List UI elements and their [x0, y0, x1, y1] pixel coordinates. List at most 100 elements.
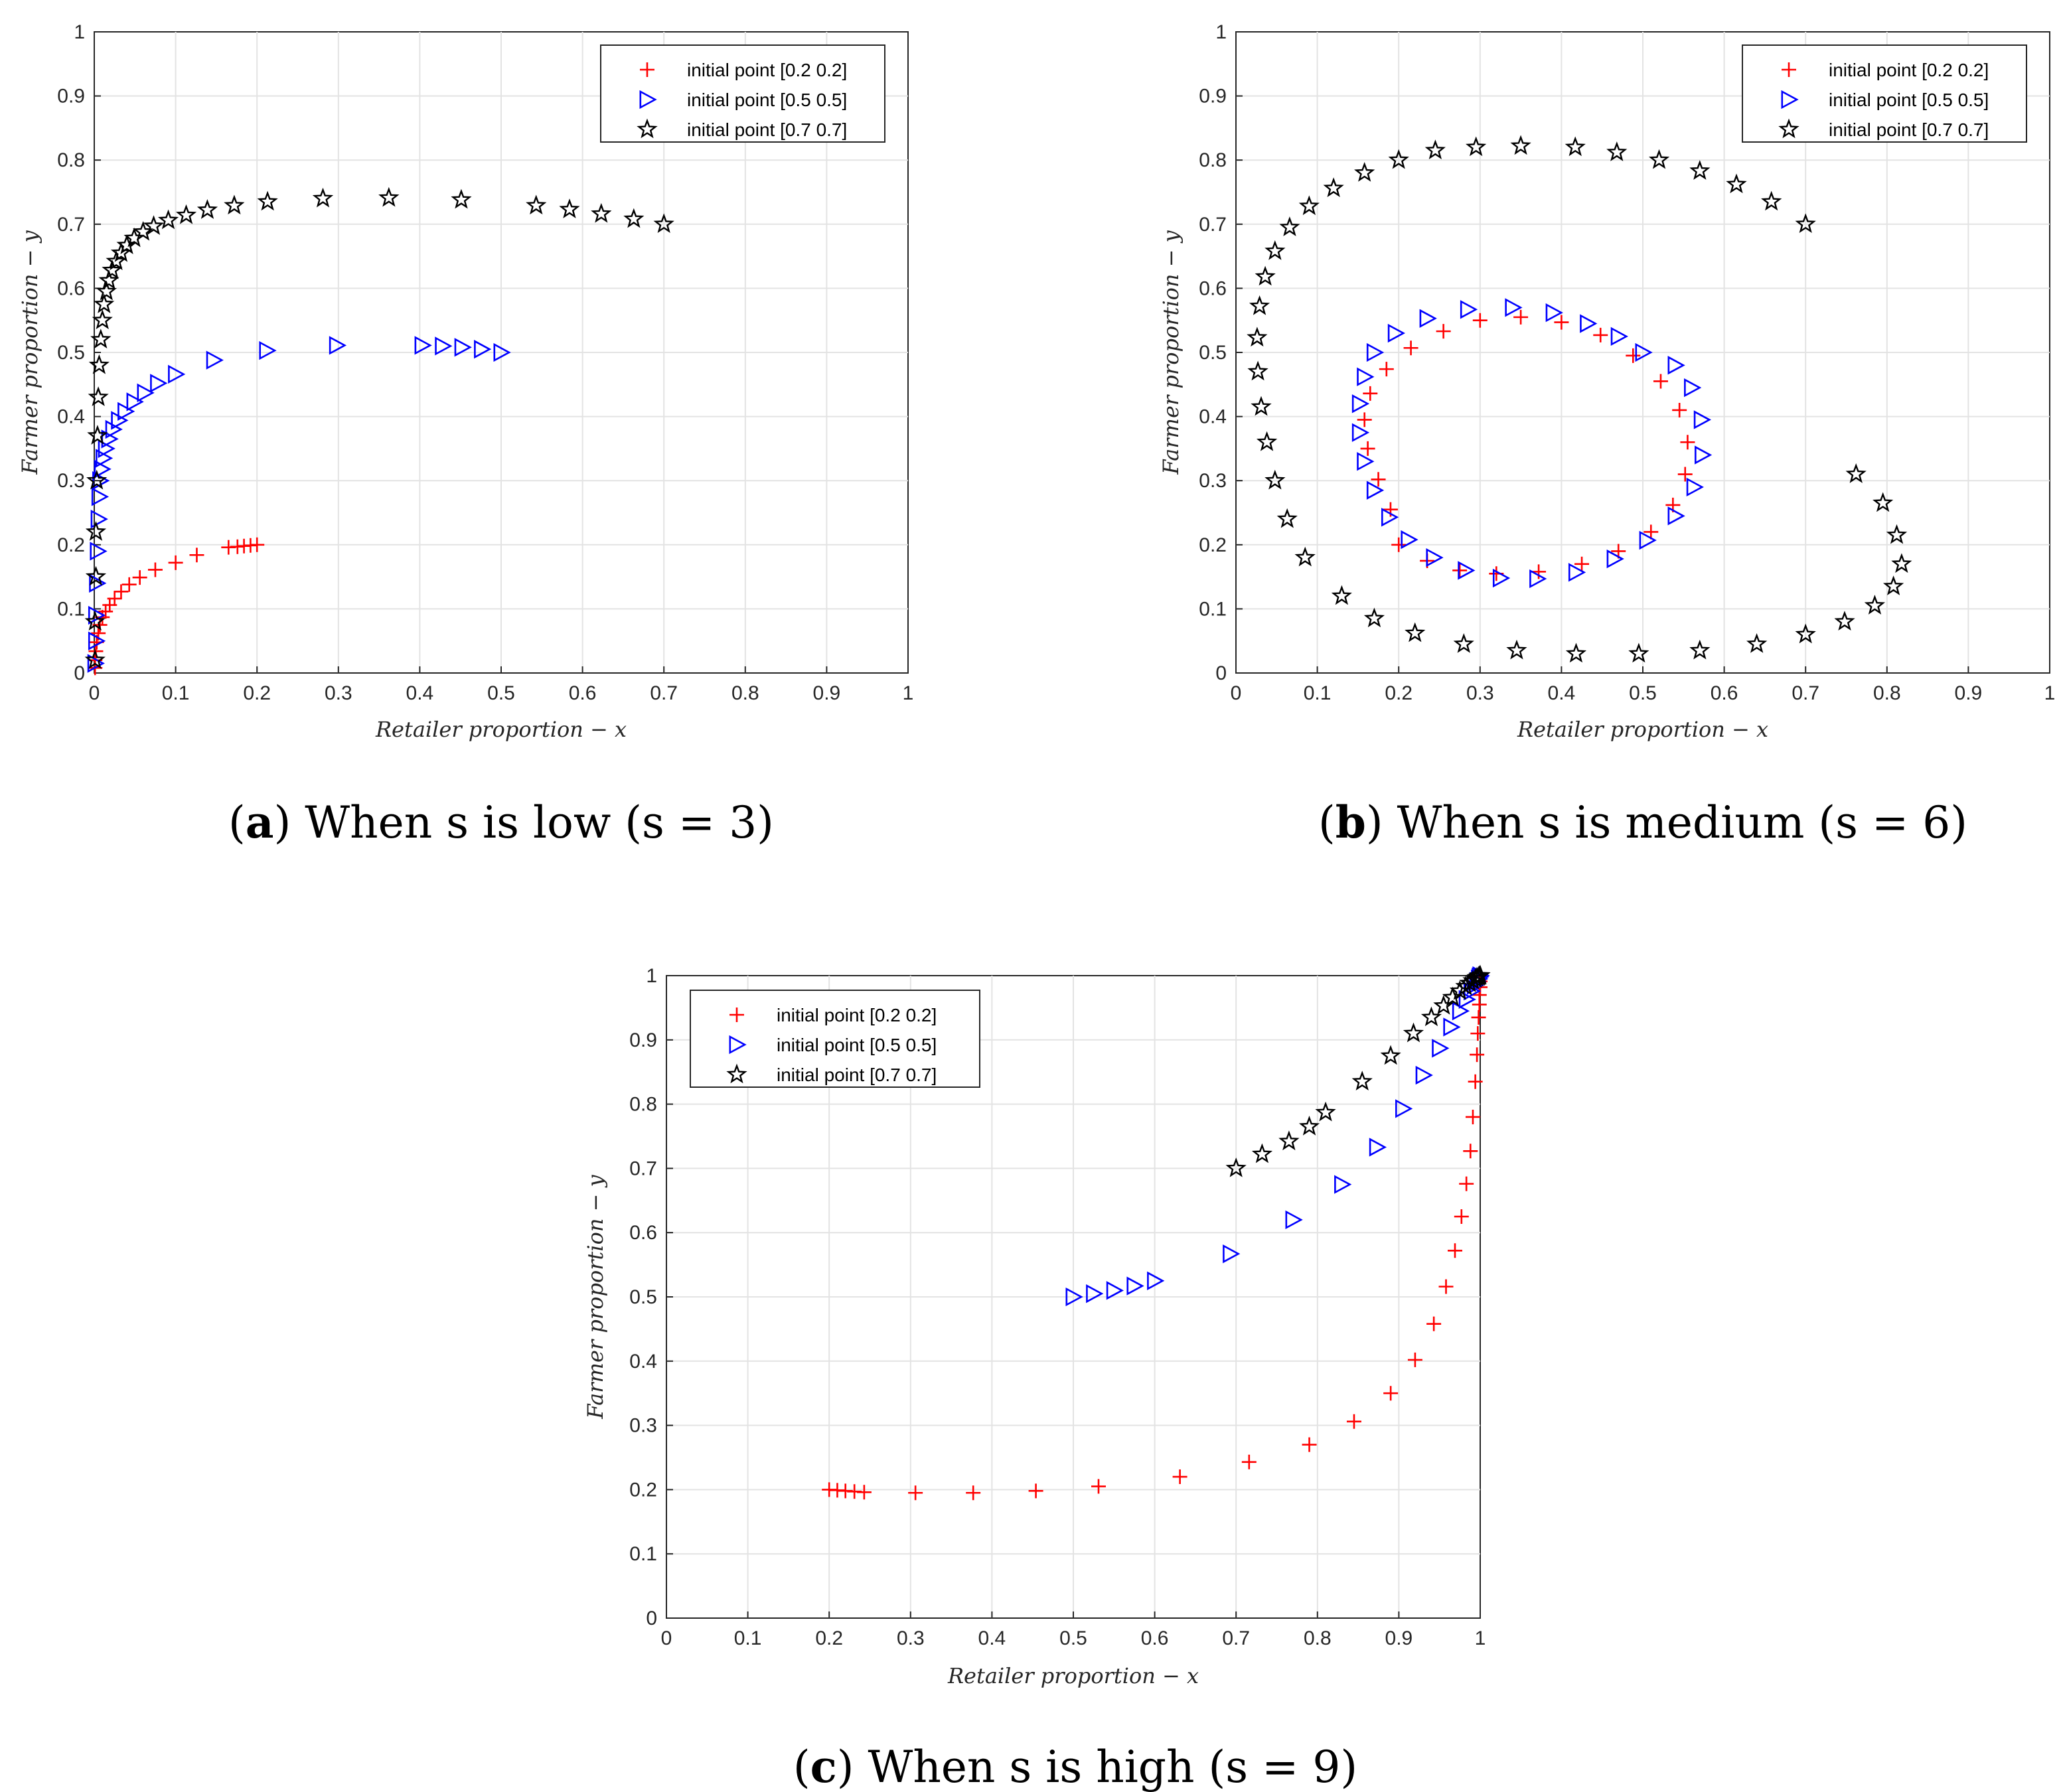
data-point-b-s2 — [1746, 633, 1768, 653]
y-tick-label-a: 0.4 — [57, 406, 85, 428]
x-tick-label-b: 0.6 — [1711, 682, 1738, 704]
x-tick-label-c: 0.5 — [1059, 1627, 1087, 1649]
x-tick-label-a: 0.3 — [325, 682, 352, 704]
data-point-b-s0 — [1513, 309, 1529, 325]
data-point-a-s2 — [175, 204, 197, 224]
y-tick-label-b: 0.5 — [1199, 342, 1227, 364]
data-point-c-s0 — [966, 1485, 981, 1501]
data-point-a-s2 — [86, 469, 108, 490]
panel-c: 0 0.1 0.2 0.3 0.4 0.5 0.6 0.7 0.8 0.9 1 0 0.1 0.2 0.3 0… — [583, 964, 1491, 1792]
data-point-b-s2 — [1466, 136, 1487, 157]
data-point-a-s1 — [95, 449, 114, 468]
data-point-a-s1 — [414, 336, 432, 355]
data-point-c-s0 — [1407, 1352, 1422, 1367]
x-tick-label-b: 0.9 — [1955, 682, 1983, 704]
legend-marker-b-2 — [1778, 118, 1799, 139]
y-tick-label-a: 0.1 — [57, 598, 85, 620]
data-point-b-s2 — [1689, 160, 1711, 180]
y-tick-label-b: 0.4 — [1199, 406, 1227, 428]
caption-text-b: When s is medium (s = 6) — [1397, 797, 1967, 848]
y-tick-label-b: 0.9 — [1199, 86, 1227, 108]
data-point-b-s0 — [1436, 324, 1451, 339]
x-tick-label-c: 0.9 — [1385, 1627, 1413, 1649]
data-point-b-s1 — [1667, 356, 1685, 375]
data-point-b-s0 — [1593, 327, 1608, 342]
data-point-c-s2 — [1403, 1022, 1424, 1043]
data-point-c-s1 — [1432, 1039, 1450, 1058]
data-point-a-s2 — [143, 215, 165, 235]
data-point-b-s1 — [1529, 569, 1547, 589]
legend-a: initial point [0.2 0.2] initial point [0… — [600, 44, 885, 143]
data-point-b-s1 — [1492, 568, 1511, 588]
data-point-b-s0 — [1653, 374, 1668, 389]
legend-marker-c-2 — [726, 1063, 747, 1084]
legend-marker-b-1 — [1781, 90, 1799, 110]
data-point-c-s0 — [1465, 1109, 1480, 1124]
data-point-c-s1 — [1369, 1138, 1387, 1157]
data-point-b-s2 — [1249, 295, 1270, 315]
data-point-a-s2 — [451, 188, 472, 209]
data-point-b-s1 — [1505, 298, 1523, 317]
data-point-b-s2 — [1264, 240, 1286, 260]
y-tick-label-a: 0.7 — [57, 214, 85, 236]
y-tick-label-a: 0.3 — [57, 470, 85, 492]
data-point-a-s1 — [91, 487, 110, 506]
y-tick-label-c: 0.4 — [629, 1351, 657, 1373]
data-point-b-s1 — [1366, 342, 1385, 362]
data-point-c-s0 — [1463, 1144, 1478, 1159]
data-point-b-s1 — [1639, 530, 1657, 550]
legend-c: initial point [0.2 0.2] initial point [0… — [690, 990, 980, 1088]
legend-marker-a-1 — [639, 90, 657, 110]
data-point-b-s2 — [1510, 135, 1531, 155]
y-tick-label-b: 0.6 — [1199, 277, 1227, 299]
data-point-c-s2 — [1298, 1116, 1320, 1136]
data-point-b-s2 — [1689, 639, 1711, 660]
legend-entry-a-2: initial point [0.7 0.7] — [687, 119, 847, 140]
legend-marker-c-0 — [729, 1008, 744, 1022]
data-point-b-s2 — [1247, 360, 1268, 381]
data-point-a-s1 — [87, 654, 105, 673]
data-point-c-s2 — [1278, 1130, 1300, 1151]
data-point-c-s0 — [1091, 1479, 1107, 1494]
x-tick-label-c: 0.7 — [1222, 1627, 1250, 1649]
caption-c: (c) When s is high (s = 9) — [793, 1741, 1357, 1792]
data-point-b-s2 — [1864, 595, 1886, 615]
x-tick-label-c: 0.8 — [1304, 1627, 1332, 1649]
data-point-c-s0 — [1172, 1469, 1187, 1485]
data-point-a-s1 — [137, 383, 155, 403]
data-point-c-s0 — [1471, 1009, 1486, 1025]
y-tick-label-c: 1 — [646, 965, 657, 987]
data-point-a-s2 — [653, 213, 674, 234]
data-point-b-s1 — [1357, 452, 1375, 471]
data-point-b-s2 — [1761, 190, 1782, 211]
data-point-a-s1 — [90, 509, 108, 529]
data-point-b-s2 — [1565, 136, 1586, 157]
data-point-b-s1 — [1610, 327, 1628, 346]
y-tick-label-b: 0.3 — [1199, 470, 1227, 492]
legend-entry-a-1: initial point [0.5 0.5] — [687, 90, 847, 110]
data-point-a-s1 — [111, 411, 129, 430]
x-tick-label-c: 0.1 — [734, 1627, 762, 1649]
caption-letter-c: c — [810, 1741, 837, 1792]
x-tick-label-b: 0.5 — [1629, 682, 1657, 704]
legend-box-a — [600, 44, 885, 143]
data-point-a-s0 — [189, 548, 204, 563]
data-point-a-s0 — [221, 540, 236, 555]
data-point-b-s2 — [1886, 524, 1908, 544]
data-point-b-s0 — [1357, 412, 1372, 427]
data-point-c-s0 — [1383, 1386, 1399, 1401]
data-point-a-s2 — [96, 280, 117, 301]
data-point-a-s2 — [559, 198, 580, 218]
data-point-c-s0 — [1468, 1074, 1483, 1089]
data-point-b-s2 — [1354, 162, 1375, 182]
data-point-b-s1 — [1458, 561, 1476, 580]
data-point-b-s1 — [1606, 549, 1624, 569]
data-point-a-s2 — [110, 242, 132, 262]
data-point-c-s0 — [1470, 1026, 1486, 1041]
data-point-c-s2 — [1251, 1143, 1273, 1163]
data-point-a-s2 — [94, 293, 115, 313]
caption-a: (a) When s is low (s = 3) — [228, 796, 774, 848]
y-tick-label-c: 0.8 — [629, 1094, 657, 1116]
data-point-a-s1 — [126, 392, 144, 411]
data-point-b-s1 — [1351, 394, 1370, 413]
